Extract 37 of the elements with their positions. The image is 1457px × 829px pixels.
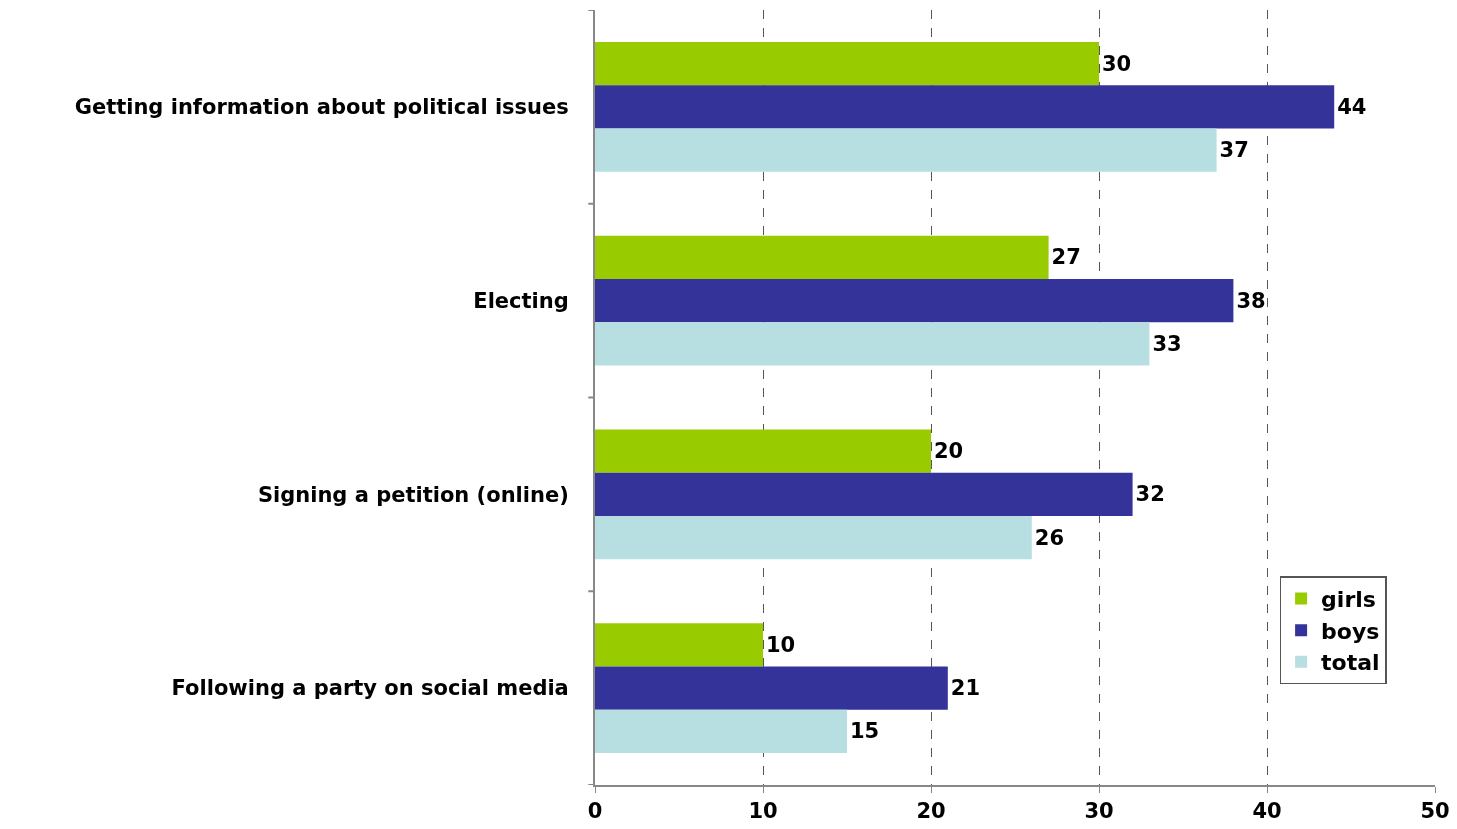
x-tick-label: 30 [1084,799,1114,824]
x-tick-label: 20 [916,799,946,824]
x-tick-label: 40 [1252,799,1282,824]
data-label: 21 [950,676,981,701]
y-tick-label: Electing [473,288,569,313]
data-label: 30 [1102,51,1132,76]
bar [595,128,1217,172]
bar [595,41,1099,86]
data-label: 33 [1152,331,1182,356]
x-tick-label: 10 [748,799,778,824]
y-tick-label: Signing a petition (online) [257,482,569,507]
y-tick-label: Following a party on social media [171,676,569,701]
bar [595,85,1335,129]
data-label: 32 [1135,482,1165,507]
data-label: 10 [766,632,796,657]
data-label: 27 [1051,245,1081,270]
y-tick-label: Getting information about political issues [74,95,569,120]
x-tick-label: 50 [1420,799,1450,824]
data-label: 38 [1236,288,1266,313]
data-label: 20 [934,439,964,464]
bar [595,623,763,667]
bar [595,709,847,754]
bar [595,322,1150,366]
data-label: 37 [1219,138,1249,163]
data-label: 15 [850,719,880,744]
bar [595,235,1049,279]
legend-label: total [1321,650,1380,676]
legend-label: boys [1321,618,1380,644]
x-tick-label: 0 [587,799,603,824]
bar [595,278,1234,323]
data-label: 44 [1337,94,1367,119]
bar [595,666,948,710]
bar [595,516,1032,560]
legend-label: girls [1321,587,1376,613]
bar [595,472,1133,517]
data-label: 26 [1034,525,1065,550]
bar [595,429,931,473]
